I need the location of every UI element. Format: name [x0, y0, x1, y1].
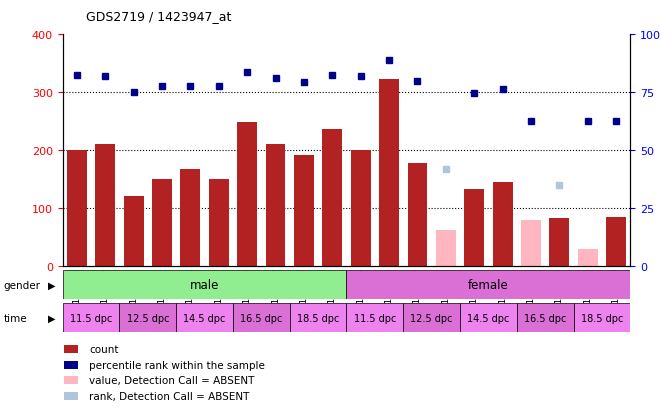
Bar — [95, 145, 116, 266]
Bar — [65, 392, 78, 400]
Bar — [123, 197, 144, 266]
Text: male: male — [190, 278, 219, 292]
Text: 11.5 dpc: 11.5 dpc — [70, 313, 112, 323]
Bar — [346, 271, 630, 299]
Bar — [119, 304, 176, 332]
Bar — [65, 361, 78, 369]
Text: female: female — [468, 278, 509, 292]
Text: count: count — [89, 344, 119, 354]
Bar — [549, 218, 570, 266]
Bar — [63, 271, 346, 299]
Bar — [294, 155, 314, 266]
Bar — [67, 151, 87, 266]
Bar — [63, 304, 119, 332]
Text: 12.5 dpc: 12.5 dpc — [411, 313, 453, 323]
Text: value, Detection Call = ABSENT: value, Detection Call = ABSENT — [89, 375, 255, 385]
Text: 14.5 dpc: 14.5 dpc — [467, 313, 510, 323]
Bar — [176, 304, 233, 332]
Bar — [436, 230, 456, 266]
Bar — [152, 180, 172, 266]
Text: 18.5 dpc: 18.5 dpc — [581, 313, 623, 323]
Bar — [606, 217, 626, 266]
Bar — [65, 376, 78, 385]
Text: GDS2719 / 1423947_at: GDS2719 / 1423947_at — [86, 10, 231, 23]
Bar — [209, 180, 229, 266]
Text: time: time — [3, 313, 27, 323]
Bar — [265, 145, 286, 266]
Text: ▶: ▶ — [48, 280, 55, 290]
Text: 18.5 dpc: 18.5 dpc — [297, 313, 339, 323]
Bar — [517, 304, 574, 332]
Bar — [407, 164, 428, 266]
Bar — [403, 304, 460, 332]
Text: 12.5 dpc: 12.5 dpc — [127, 313, 169, 323]
Text: percentile rank within the sample: percentile rank within the sample — [89, 360, 265, 370]
Bar — [464, 190, 484, 266]
Text: ▶: ▶ — [48, 313, 55, 323]
Text: rank, Detection Call = ABSENT: rank, Detection Call = ABSENT — [89, 391, 249, 401]
Bar — [346, 304, 403, 332]
Bar — [578, 249, 598, 266]
Bar — [237, 123, 257, 266]
Bar — [290, 304, 346, 332]
Text: 16.5 dpc: 16.5 dpc — [240, 313, 282, 323]
Text: 16.5 dpc: 16.5 dpc — [524, 313, 566, 323]
Text: 14.5 dpc: 14.5 dpc — [183, 313, 226, 323]
Text: gender: gender — [3, 280, 40, 290]
Bar — [492, 183, 513, 266]
Bar — [574, 304, 630, 332]
Bar — [180, 169, 201, 266]
Bar — [460, 304, 517, 332]
Text: 11.5 dpc: 11.5 dpc — [354, 313, 396, 323]
Bar — [233, 304, 290, 332]
Bar — [322, 129, 343, 266]
Bar — [350, 151, 371, 266]
Bar — [65, 345, 78, 353]
Bar — [521, 220, 541, 266]
Bar — [379, 80, 399, 266]
